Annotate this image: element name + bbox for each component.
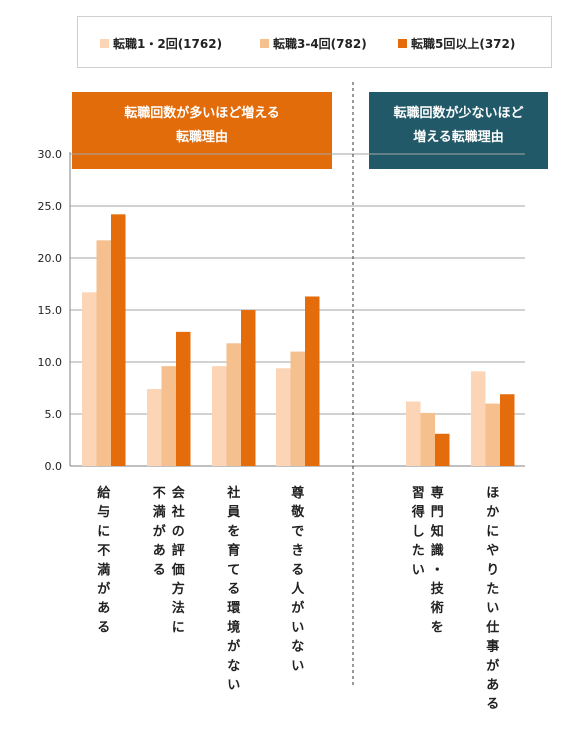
- legend-item-3: 転職5回以上(372): [398, 35, 515, 52]
- bar: [212, 366, 227, 466]
- category-label: 専門知識・技術を: [430, 485, 445, 635]
- right-banner-line2: 増える転職理由: [413, 130, 504, 145]
- y-tick-label: 10.0: [38, 356, 63, 369]
- y-tick-label: 15.0: [38, 304, 63, 317]
- y-tick-label: 25.0: [38, 200, 63, 213]
- y-tick-label: 20.0: [38, 252, 63, 265]
- bar: [96, 240, 111, 466]
- legend-item-1: 転職1・2回(1762): [100, 35, 222, 52]
- bar: [161, 366, 176, 466]
- bar: [406, 401, 421, 466]
- category-label: ほかにやりたい仕事がある: [485, 486, 499, 712]
- category-label: 習得したい: [411, 486, 425, 578]
- legend: 転職1・2回(1762) 転職3-4回(782) 転職5回以上(372): [77, 16, 552, 68]
- bar: [420, 412, 435, 466]
- y-tick-label: 0.0: [45, 460, 63, 473]
- bar: [290, 351, 305, 466]
- legend-item-2: 転職3-4回(782): [260, 35, 367, 52]
- bar: [147, 389, 162, 466]
- bar: [305, 296, 320, 466]
- bar: [82, 292, 97, 466]
- y-tick-label: 5.0: [45, 408, 63, 421]
- category-label: 社員を育てる環境がない: [226, 485, 241, 693]
- y-tick-label: 30.0: [38, 148, 63, 161]
- bar: [500, 394, 515, 466]
- right-banner-line1: 転職回数が少ないほど: [393, 106, 524, 121]
- bar: [485, 403, 500, 466]
- left-banner-line1: 転職回数が多いほど増える: [124, 106, 280, 121]
- legend-label-2: 転職3-4回(782): [273, 37, 367, 51]
- legend-label-3: 転職5回以上(372): [411, 37, 516, 51]
- right-group-banner: 転職回数が少ないほど 増える転職理由: [369, 92, 548, 169]
- bar: [435, 433, 450, 466]
- category-label: 会社の評価方法に: [171, 485, 186, 635]
- bar: [471, 371, 486, 466]
- left-banner-line2: 転職理由: [175, 130, 228, 145]
- legend-label-1: 転職1・2回(1762): [113, 37, 223, 51]
- bar: [111, 214, 126, 466]
- bar: [176, 331, 191, 466]
- legend-swatch-1: [100, 39, 109, 48]
- category-label: 尊敬できる人がいない: [290, 485, 305, 674]
- bar: [226, 343, 241, 466]
- category-label: 給与に不満がある: [97, 485, 111, 635]
- bar: [241, 310, 256, 466]
- legend-swatch-2: [260, 39, 269, 48]
- bar: [276, 368, 291, 466]
- category-label: 不満がある: [153, 486, 166, 578]
- legend-swatch-3: [398, 39, 407, 48]
- left-group-banner: 転職回数が多いほど増える 転職理由: [72, 92, 332, 169]
